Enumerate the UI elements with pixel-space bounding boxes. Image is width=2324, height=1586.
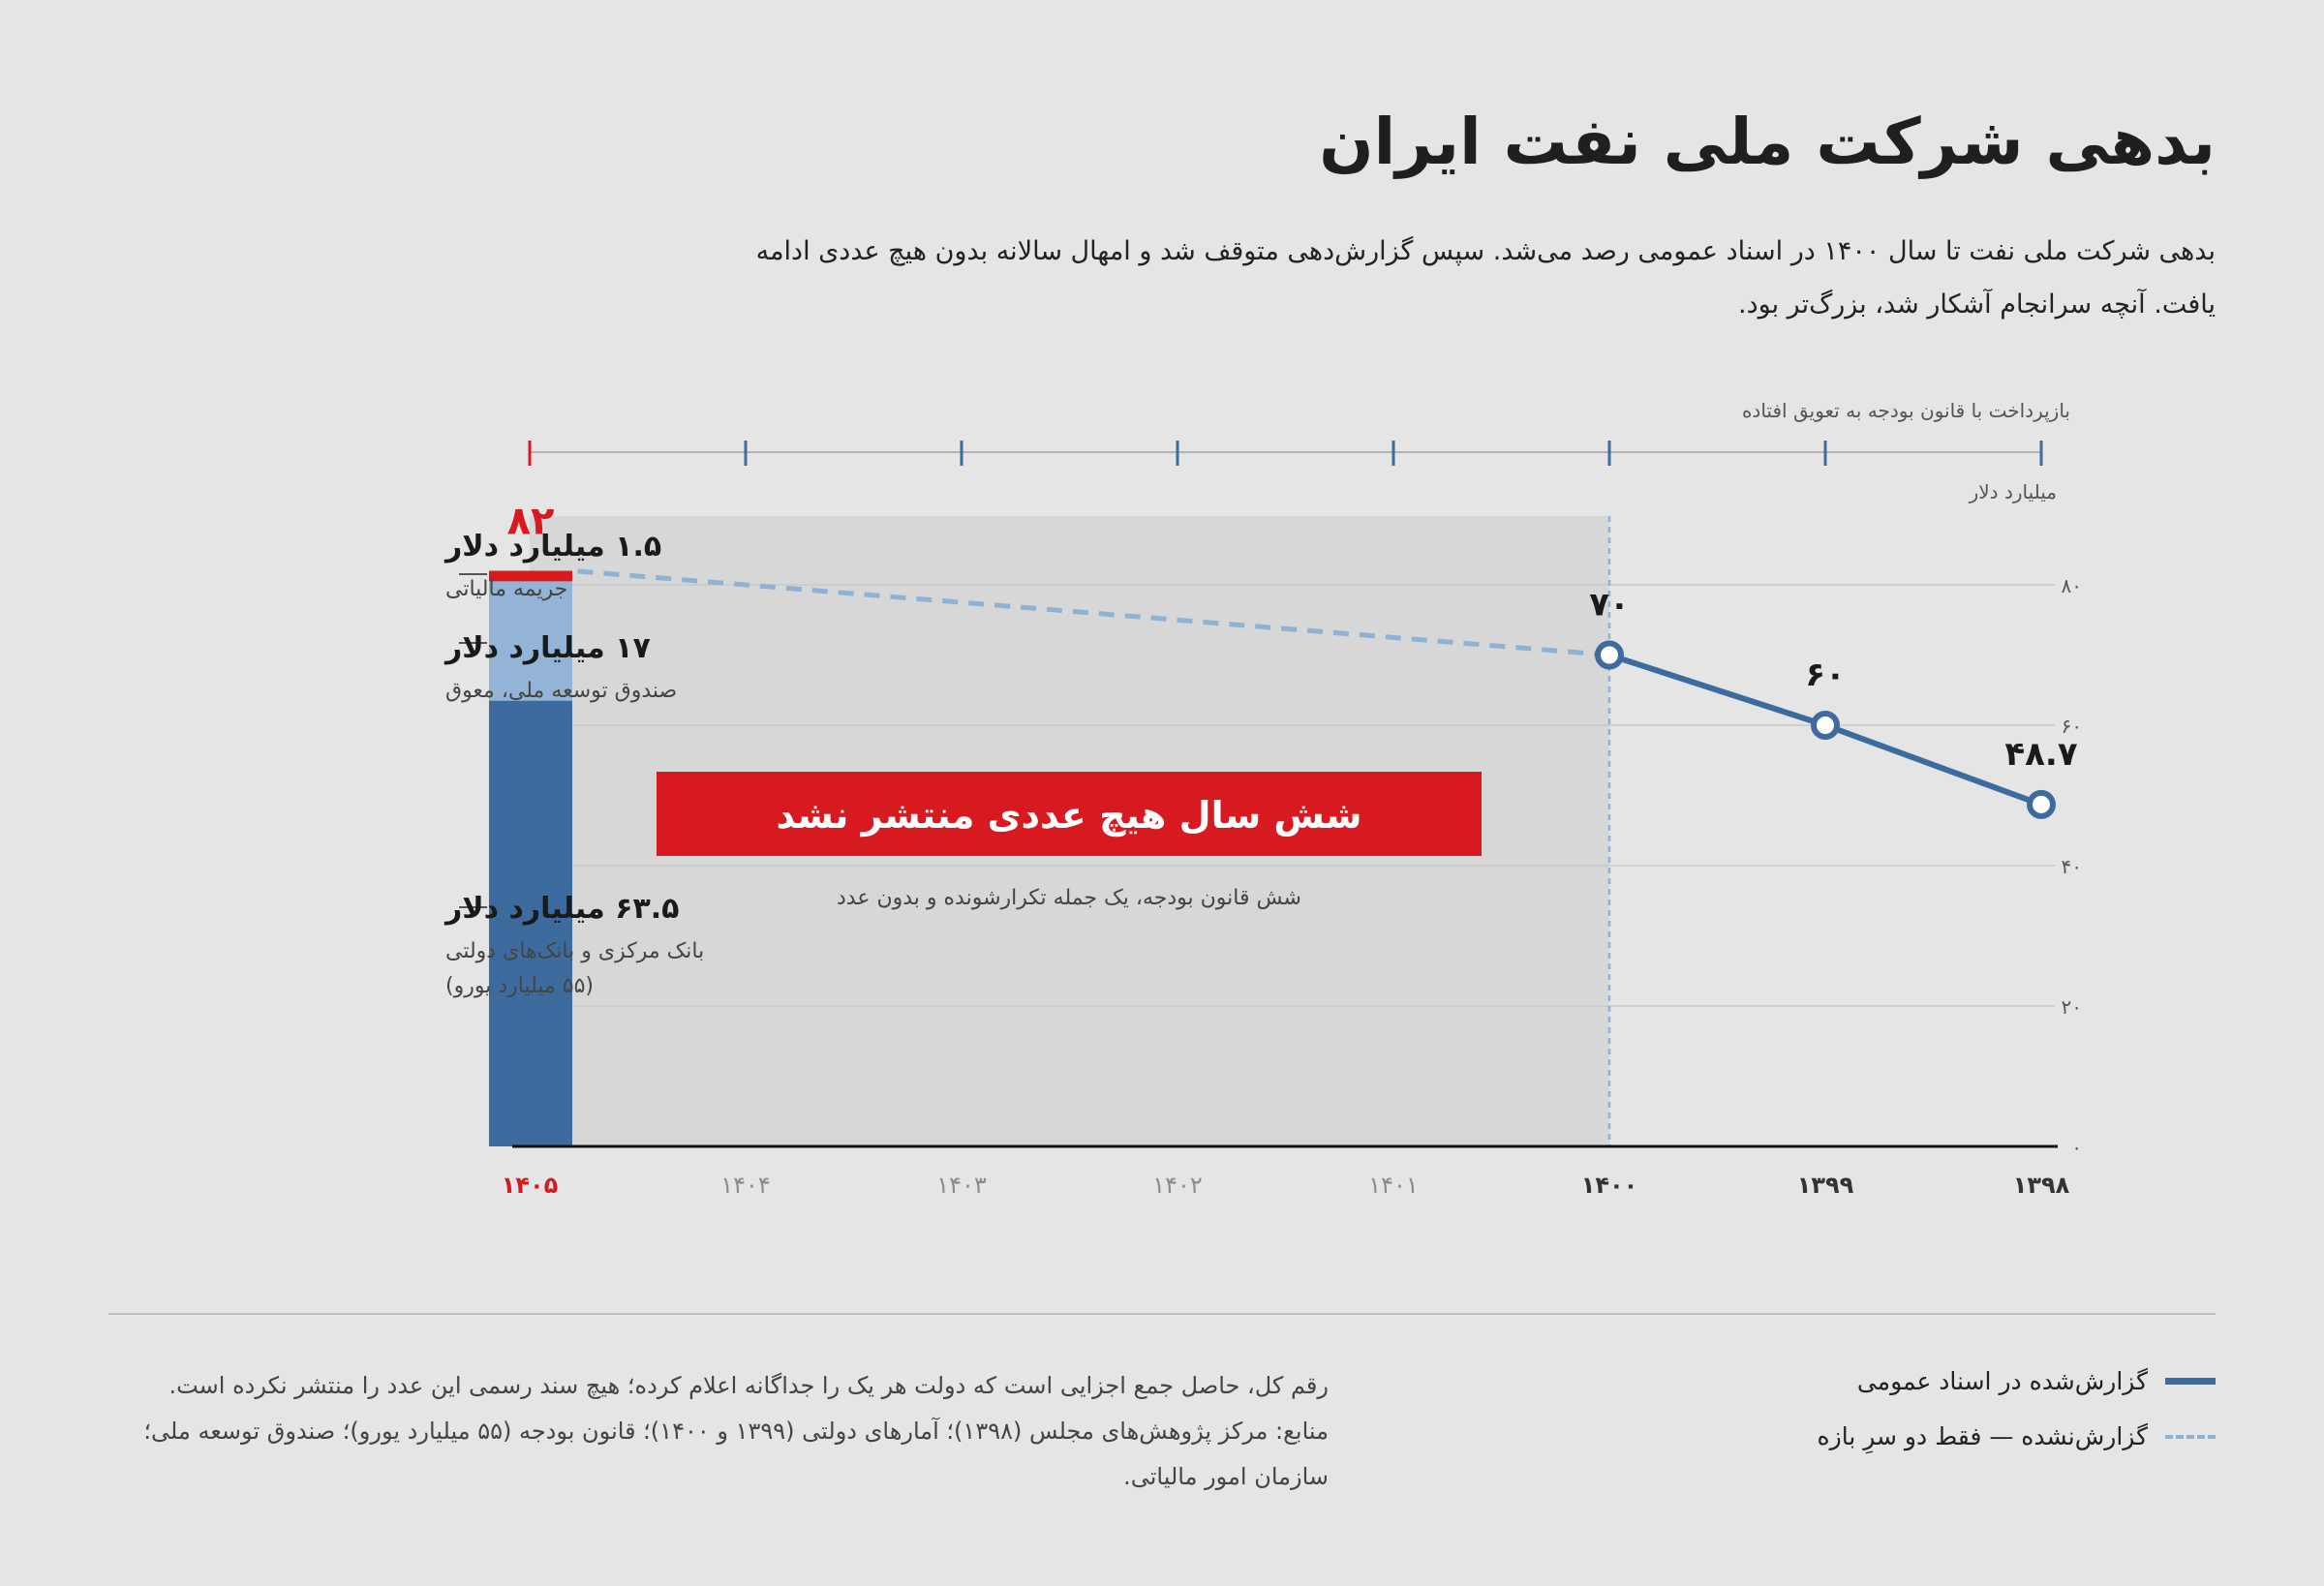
strip-label: بازپرداخت با قانون بودجه به تعویق افتاده	[1742, 399, 2070, 423]
x-tick-label: ۱۴۰۱	[1368, 1172, 1419, 1199]
postponement-strip: بازپرداخت با قانون بودجه به تعویق افتاده	[528, 399, 2070, 466]
bar-total-label: ۸۲	[507, 500, 555, 544]
segment-desc-label: جریمه مالیاتی	[445, 577, 567, 601]
y-tick-label: ۰	[2071, 1136, 2082, 1159]
data-point-label: ۶۰	[1805, 656, 1846, 694]
segment-value-label: ۶۳.۵ میلیارد دلار	[443, 892, 679, 926]
x-tick-label: ۱۳۹۹	[1797, 1172, 1854, 1199]
footer-divider	[108, 1313, 2216, 1315]
legend-item-reported: گزارش‌شده در اسناد عمومی	[1857, 1367, 2216, 1395]
y-tick-label: ۴۰	[2062, 855, 2082, 878]
source-notes: رقم کل، حاصل جمع اجزایی است که دولت هر ی…	[143, 1372, 1329, 1490]
gap-banner-text: شش سال هیچ عددی منتشر نشد	[776, 794, 1361, 837]
gap-banner-box	[657, 772, 1482, 856]
series-lines: ۴۸.۷ ۶۰ ۷۰	[571, 568, 2078, 819]
series-line-unreported	[571, 568, 1610, 657]
segment-desc-label: صندوق توسعه ملی، معوق	[445, 679, 677, 703]
bar-segment	[489, 581, 572, 701]
y-unit-label: میلیارد دلار	[1969, 480, 2057, 503]
segment-desc-label: (۵۵ میلیارد یورو)	[445, 974, 594, 998]
legend-swatch-solid	[2165, 1378, 2216, 1385]
legend-swatch-dashed	[2165, 1434, 2216, 1439]
legend-label-unreported: گزارش‌نشده — فقط دو سرِ بازه	[1817, 1422, 2148, 1450]
gap-note: شش قانون بودجه، یک جمله تکرارشونده و بدو…	[837, 886, 1301, 910]
x-tick-label: ۱۴۰۰	[1581, 1172, 1638, 1199]
data-point	[1811, 711, 1840, 740]
legend-item-unreported: گزارش‌نشده — فقط دو سرِ بازه	[1818, 1422, 2216, 1450]
data-point-label: ۷۰	[1589, 586, 1630, 625]
segment-desc-label: بانک مرکزی و بانک‌های دولتی	[445, 939, 704, 963]
data-point	[1595, 640, 1624, 670]
x-tick-label: ۱۴۰۴	[720, 1172, 771, 1199]
x-tick-label: ۱۴۰۲	[1152, 1172, 1203, 1199]
y-tick-label: ۸۰	[2062, 574, 2082, 597]
bar-annotations: ۶۳.۵ میلیارد دلار بانک مرکزی و بانک‌های د…	[443, 530, 704, 998]
x-axis: ۱۴۰۵ ۱۴۰۴ ۱۴۰۳ ۱۴۰۲ ۱۴۰۱ ۱۴۰۰ ۱۳۹۹ ۱۳۹۸	[502, 1144, 2070, 1199]
x-tick-label: ۱۳۹۸	[2013, 1172, 2070, 1199]
gap-banner: شش سال هیچ عددی منتشر نشد	[657, 772, 1482, 856]
chart-title: بدهی شرکت ملی نفت ایران	[1319, 105, 2217, 179]
bar-segment	[489, 700, 572, 1146]
x-tick-label: ۱۴۰۳	[936, 1172, 987, 1199]
chart-subtitle: بدهی شرکت ملی نفت تا سال ۱۴۰۰ در اسناد ع…	[755, 236, 2216, 320]
y-tick-label: ۲۰	[2062, 995, 2082, 1019]
y-tick-label: ۶۰	[2062, 715, 2082, 738]
data-point-label: ۴۸.۷	[2004, 735, 2077, 774]
segment-value-label: ۱.۵ میلیارد دلار	[443, 530, 661, 564]
stacked-bar-1405: ۸۲	[489, 500, 572, 1146]
x-tick-label: ۱۴۰۵	[502, 1172, 559, 1199]
data-point	[2027, 789, 2056, 819]
legend-label-reported: گزارش‌شده در اسناد عمومی	[1856, 1367, 2148, 1395]
bar-segment	[489, 570, 572, 582]
segment-value-label: ۱۷ میلیارد دلار	[443, 631, 651, 665]
